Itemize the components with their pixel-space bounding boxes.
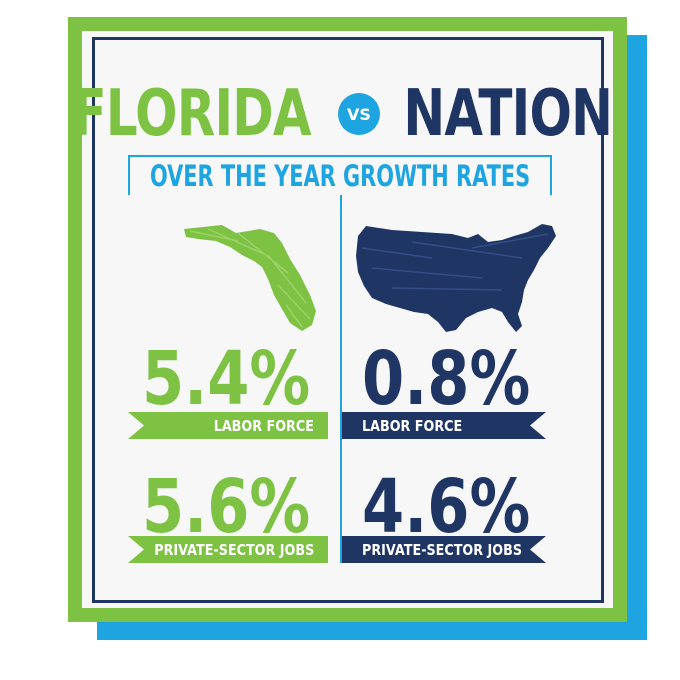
usa-map-icon <box>356 224 556 332</box>
center-divider <box>340 195 342 563</box>
florida-jobs-value: 5.6% <box>141 464 310 550</box>
nation-labor-force-ribbon: LABOR FORCE <box>342 412 546 439</box>
headline: FLORIDA VS NATION <box>0 74 680 154</box>
subtitle-text: OVER THE YEAR GROWTH RATES <box>149 159 531 193</box>
nation-jobs-ribbon: PRIVATE-SECTOR JOBS <box>342 536 546 563</box>
inner-border <box>92 37 604 603</box>
nation-jobs-value: 4.6% <box>362 464 531 550</box>
title-florida: FLORIDA <box>72 77 311 151</box>
florida-labor-force-value: 5.4% <box>141 336 310 422</box>
nation-labor-force-value: 0.8% <box>362 336 531 422</box>
nation-jobs-label: PRIVATE-SECTOR JOBS <box>362 540 523 559</box>
vs-badge: VS <box>337 93 380 135</box>
florida-jobs-label: PRIVATE-SECTOR JOBS <box>153 540 314 559</box>
florida-labor-force-label: LABOR FORCE <box>213 416 314 435</box>
florida-jobs-ribbon: PRIVATE-SECTOR JOBS <box>128 536 328 563</box>
florida-labor-force-ribbon: LABOR FORCE <box>128 412 328 439</box>
nation-labor-force-label: LABOR FORCE <box>362 416 463 435</box>
title-nation: NATION <box>403 77 613 151</box>
subtitle-box: OVER THE YEAR GROWTH RATES <box>128 155 552 195</box>
florida-map-icon <box>184 225 316 331</box>
